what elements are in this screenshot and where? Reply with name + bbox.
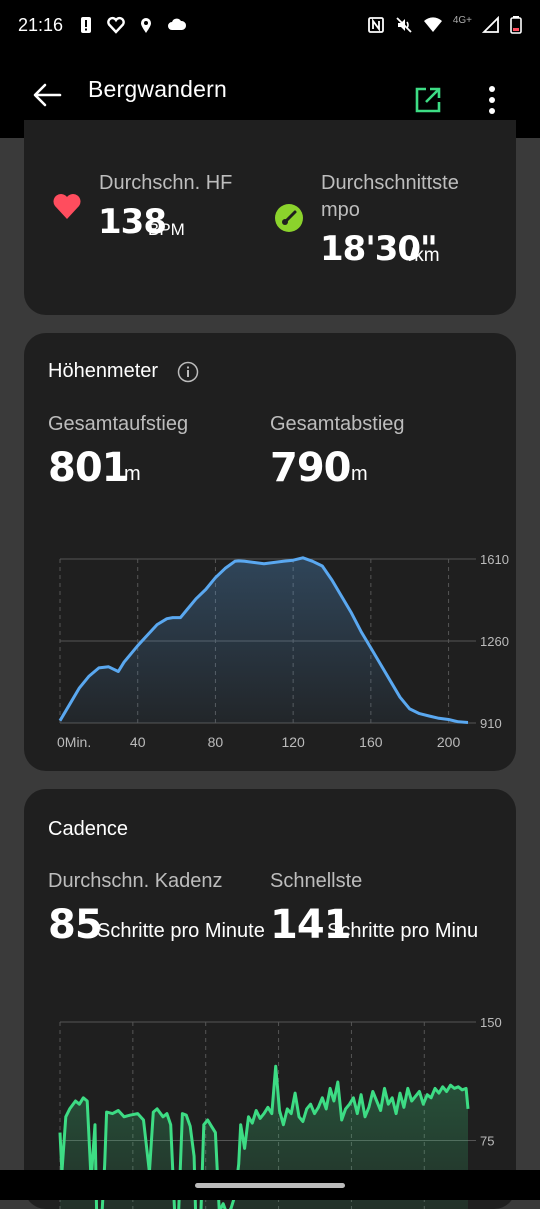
more-vert-icon[interactable] [478,86,506,114]
status-bar: 21:16 4G+ [0,0,540,50]
cloud-icon [168,18,187,30]
elevation-x-tick-label: 120 [281,734,305,750]
descent-unit: m [351,463,368,485]
pace-unit: /km [409,245,440,266]
cadence-y-tick-label: 75 [480,1134,494,1149]
heart-rate-value: 138 [98,202,167,242]
nfc-icon [367,17,384,33]
heart-icon [53,194,81,219]
max-cadence-value: 141 [270,902,351,948]
max-cadence-label: Schnellste [270,870,363,892]
elevation-x-tick-label: 40 [130,734,146,750]
page-title: Bergwandern [88,76,228,102]
elevation-y-tick-label: 1260 [480,634,509,649]
navigation-bar [0,1170,540,1200]
wifi-icon [423,17,442,32]
ascent-label: Gesamtaufstieg [48,413,189,435]
speedometer-icon [275,204,303,232]
descent-label: Gesamtabstieg [270,413,405,435]
avg-cadence-label: Durchschn. Kadenz [48,870,223,892]
heart-rate-unit: BPM [148,220,185,239]
elevation-line [58,556,469,724]
heart-outline-icon [107,16,125,34]
status-time: 21:16 [18,14,64,35]
ascent-value: 801 [48,445,129,491]
alert-icon [81,17,92,33]
pace-label-line2: mpo [321,199,360,221]
heart-rate-label: Durchschn. HF [99,172,233,194]
summary-card: Durchschn. HF 138 BPM Durchschnittste mp… [24,120,516,315]
elevation-card: Höhenmeter Gesamtaufstieg 801 m Gesamtab… [24,333,516,771]
info-icon[interactable] [177,361,199,383]
elevation-area [60,557,468,723]
cadence-title: Cadence [48,818,129,840]
location-icon [141,18,152,33]
cadence-chart: 150 75 [58,1015,502,1209]
avg-cadence-value: 85 [48,902,103,948]
elevation-x-tick-label: 160 [359,734,383,750]
battery-icon [510,16,522,34]
elevation-chart: 1610 1260 910 0Min. 40 80 120 160 200 [57,552,509,750]
arrow-left-icon[interactable] [30,78,64,112]
ascent-unit: m [124,463,141,485]
max-cadence-unit: Schritte pro Minu [327,920,479,942]
elevation-title: Höhenmeter [48,360,159,382]
elevation-x-tick-label: 80 [208,734,224,750]
gesture-handle[interactable] [195,1183,345,1188]
pace-label-line1: Durchschnittste [321,172,459,194]
network-label: 4G+ [452,14,472,26]
elevation-x-tick-label: 0Min. [57,734,91,750]
cadence-line [58,1064,470,1209]
descent-value: 790 [270,445,351,491]
share-icon[interactable] [414,86,442,114]
pace-value: 18'30" [320,229,438,269]
mute-icon [396,17,412,33]
cadence-y-tick-label: 150 [480,1015,502,1030]
signal-icon [482,16,499,33]
elevation-x-tick-label: 200 [437,734,461,750]
elevation-y-tick-label: 1610 [480,552,509,567]
elevation-y-tick-label: 910 [480,716,502,731]
cadence-card: Cadence Durchschn. Kadenz 85 Schritte pr… [24,789,516,1209]
avg-cadence-unit: Schritte pro Minute [97,920,265,942]
